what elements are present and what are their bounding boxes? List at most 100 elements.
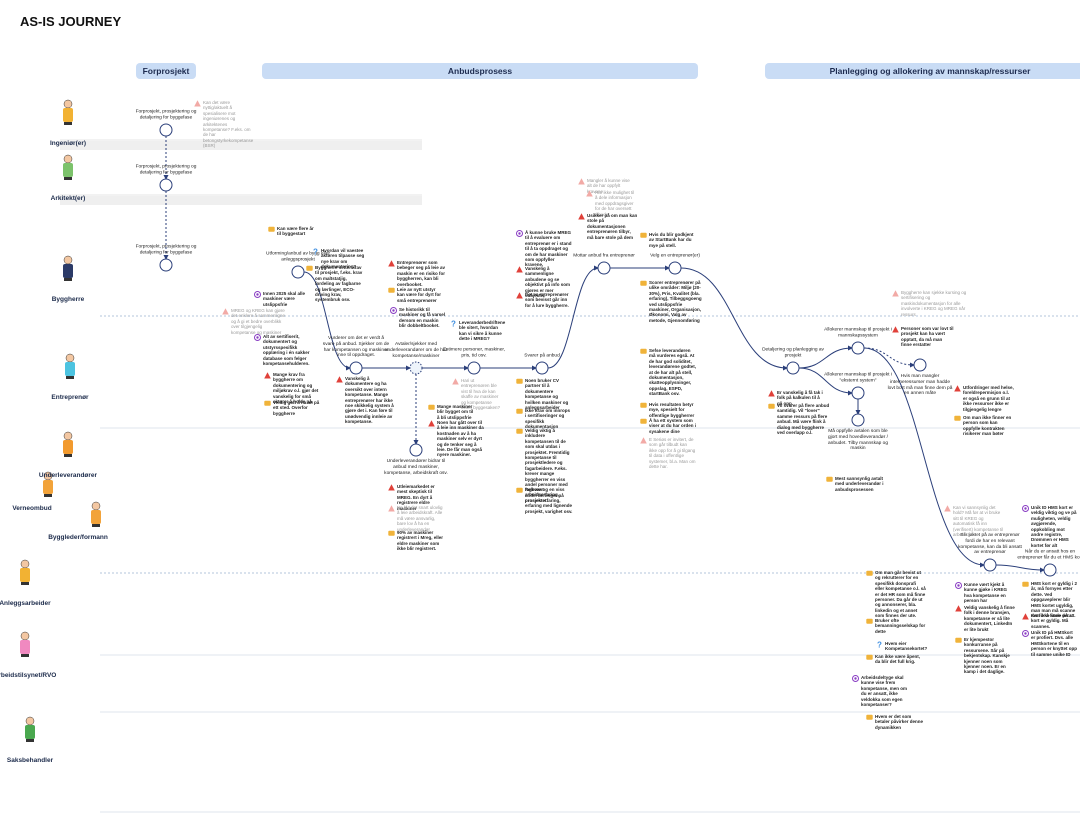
note-text: Vil svarer på flere anbud samtidig. Vil … <box>777 403 830 435</box>
note: Se historikk til maskiner og få varsel d… <box>390 307 446 329</box>
note-icon <box>254 334 261 341</box>
note: Leie av nytt utstyr kan være for dyrt fo… <box>388 287 444 303</box>
role-figure-head <box>63 255 73 265</box>
note: Kan være flere år til byggestart <box>268 226 318 237</box>
note-text: Ns ble det snart ulovlig å leie arbeidsk… <box>397 505 443 532</box>
note-icon: ? <box>451 320 456 327</box>
note: MREG og KREG kan gjøre det enklere å sam… <box>222 308 287 335</box>
note-text: Utfordringer med helse, foreldrepermisjo… <box>963 385 1014 412</box>
step-node <box>1043 563 1057 577</box>
note-text: Å kunne bruke MREG til å evaluere om ent… <box>525 230 572 268</box>
note-icon <box>516 408 523 414</box>
note: Personer som var lovt til prosjekt kan h… <box>892 326 954 348</box>
note-icon <box>640 280 647 286</box>
role-figure-head <box>63 99 73 109</box>
role-figure-legs <box>64 177 72 180</box>
note: Relevant arbeidserfaring, prosjekterfari… <box>516 487 574 514</box>
flow-arrow <box>303 271 351 371</box>
note-text: Unik ID på HMSkort er profiert. Dvs. all… <box>1031 630 1078 657</box>
note-icon <box>768 390 775 397</box>
role-label: Byggherre <box>51 296 85 303</box>
note-icon <box>516 292 523 299</box>
step-node <box>349 361 363 375</box>
step-node <box>913 358 927 372</box>
role-label: Arkitekt(er) <box>50 195 86 202</box>
note-icon <box>390 307 397 314</box>
note: Veldig vanskelig å finne folk i denne br… <box>955 605 1015 632</box>
note-icon <box>866 654 873 660</box>
note-icon <box>428 404 435 410</box>
step-node <box>851 386 865 400</box>
step-node <box>668 261 682 275</box>
note-icon <box>388 260 395 267</box>
note-icon <box>268 226 275 232</box>
note-icon <box>1022 505 1029 512</box>
note-icon <box>194 100 201 107</box>
step-node <box>159 258 173 272</box>
phase-header: Planlegging og allokering av mannskap/re… <box>765 63 1080 79</box>
note: Bruker ofte bemanningsselskap for dette <box>866 618 926 634</box>
note-text: Mest sannsynlig avtalt med underleverand… <box>835 476 884 492</box>
note-text: Mangler å kunne vise alt de har oppfylt … <box>587 178 630 194</box>
role-figure-legs <box>64 278 72 281</box>
step-label: Blir jaktet på av entreprenør fordi de h… <box>958 533 1022 556</box>
note-text: Er kjempestor konkurranse på ressursene.… <box>964 637 1010 675</box>
note-text: Leie av nytt utstyr kan være for dyrt fo… <box>397 287 442 303</box>
role-figure-body <box>25 725 35 739</box>
role-label: Arbeidstilsynet/RVO <box>0 672 57 679</box>
note: Unik ID på HMSkort er profiert. Dvs. all… <box>1022 630 1078 657</box>
note-text: Hvis resultaten betyr mye, spesielt for … <box>649 402 695 418</box>
note-text: Scorer entreprenører på ulike områder: M… <box>649 280 702 323</box>
note-icon <box>1022 613 1029 620</box>
note-icon <box>516 266 523 273</box>
note-icon <box>578 178 585 185</box>
note-icon <box>944 505 951 512</box>
note: Mangler å kunne vise alt de har oppfylt … <box>578 178 634 194</box>
note-icon <box>388 484 395 491</box>
role-figure-body <box>63 264 73 278</box>
note: 90% av maskiner registrert i Mreg, eller… <box>388 530 444 552</box>
note-icon <box>516 230 523 237</box>
role-figure-body <box>91 510 101 524</box>
flow-arrow <box>798 345 853 369</box>
note-icon <box>640 232 647 238</box>
note-text: Vanskelig å dokumentere og ha oversikt o… <box>345 376 394 425</box>
note: Mange krav fra byggherre om dokumenterin… <box>264 372 320 404</box>
note-text: Veldig gøtt å ha alt på ett sted. Overfo… <box>273 400 320 416</box>
note: Er vanskelig å få tak i folk på kalkulen… <box>768 390 824 406</box>
step-node <box>409 443 423 457</box>
note-icon <box>852 675 859 682</box>
note: Byggherre kan sjekke kursing og sertifis… <box>892 290 970 317</box>
note: Vanskelig å sammenligne anbudene og se o… <box>516 266 574 298</box>
note-icon <box>1022 630 1029 637</box>
step-node <box>983 558 997 572</box>
step-label: Estimere personer, maskiner, pris, tid o… <box>442 347 506 359</box>
note-icon <box>955 582 962 589</box>
note: Om man går bevist ut og rekrutterer for … <box>866 570 926 619</box>
note-text: Kan det være nyttig/aktuelt å spesialise… <box>203 100 254 149</box>
note-text: Noen bruker CV partner til å dokumentere… <box>525 378 569 410</box>
note-text: Det er entreprenører som bevisst går inn… <box>525 292 569 308</box>
phase-header: Forprosjekt <box>136 63 196 79</box>
role-figure-head <box>91 501 101 511</box>
role-figure-body <box>20 568 30 582</box>
step-label: Avtaler/sjekker med underleverandører om… <box>384 341 448 359</box>
role-figure-head <box>63 154 73 164</box>
role-label: Ingeniør(er) <box>49 140 87 147</box>
step-node <box>409 361 423 375</box>
note: Alt av sertifiserit, dokumentert og utst… <box>254 334 310 366</box>
step-label: Forprosjekt, prosjektering og detaljerin… <box>135 244 197 256</box>
step-node <box>159 123 173 137</box>
note: Sefse leverandøren må vurderes egså. At … <box>640 348 698 397</box>
note: Det er entreprenører som bevisst går inn… <box>516 292 574 308</box>
step-label: Mottar anbud fra entreprenør <box>573 253 635 259</box>
note-icon <box>264 400 271 406</box>
step-label: Underleverandører bidrar til anbud med m… <box>384 459 448 476</box>
note: Unik ID HMS kort er veldig viktig og ve … <box>1022 505 1078 548</box>
note: Kan det være nyttig/aktuelt å spesialise… <box>194 100 254 149</box>
role-figure-head <box>20 559 30 569</box>
note-icon <box>516 487 523 493</box>
svg-text:?: ? <box>313 248 318 255</box>
note: E Seriøs er invitert, de som går tilbudt… <box>640 437 696 469</box>
